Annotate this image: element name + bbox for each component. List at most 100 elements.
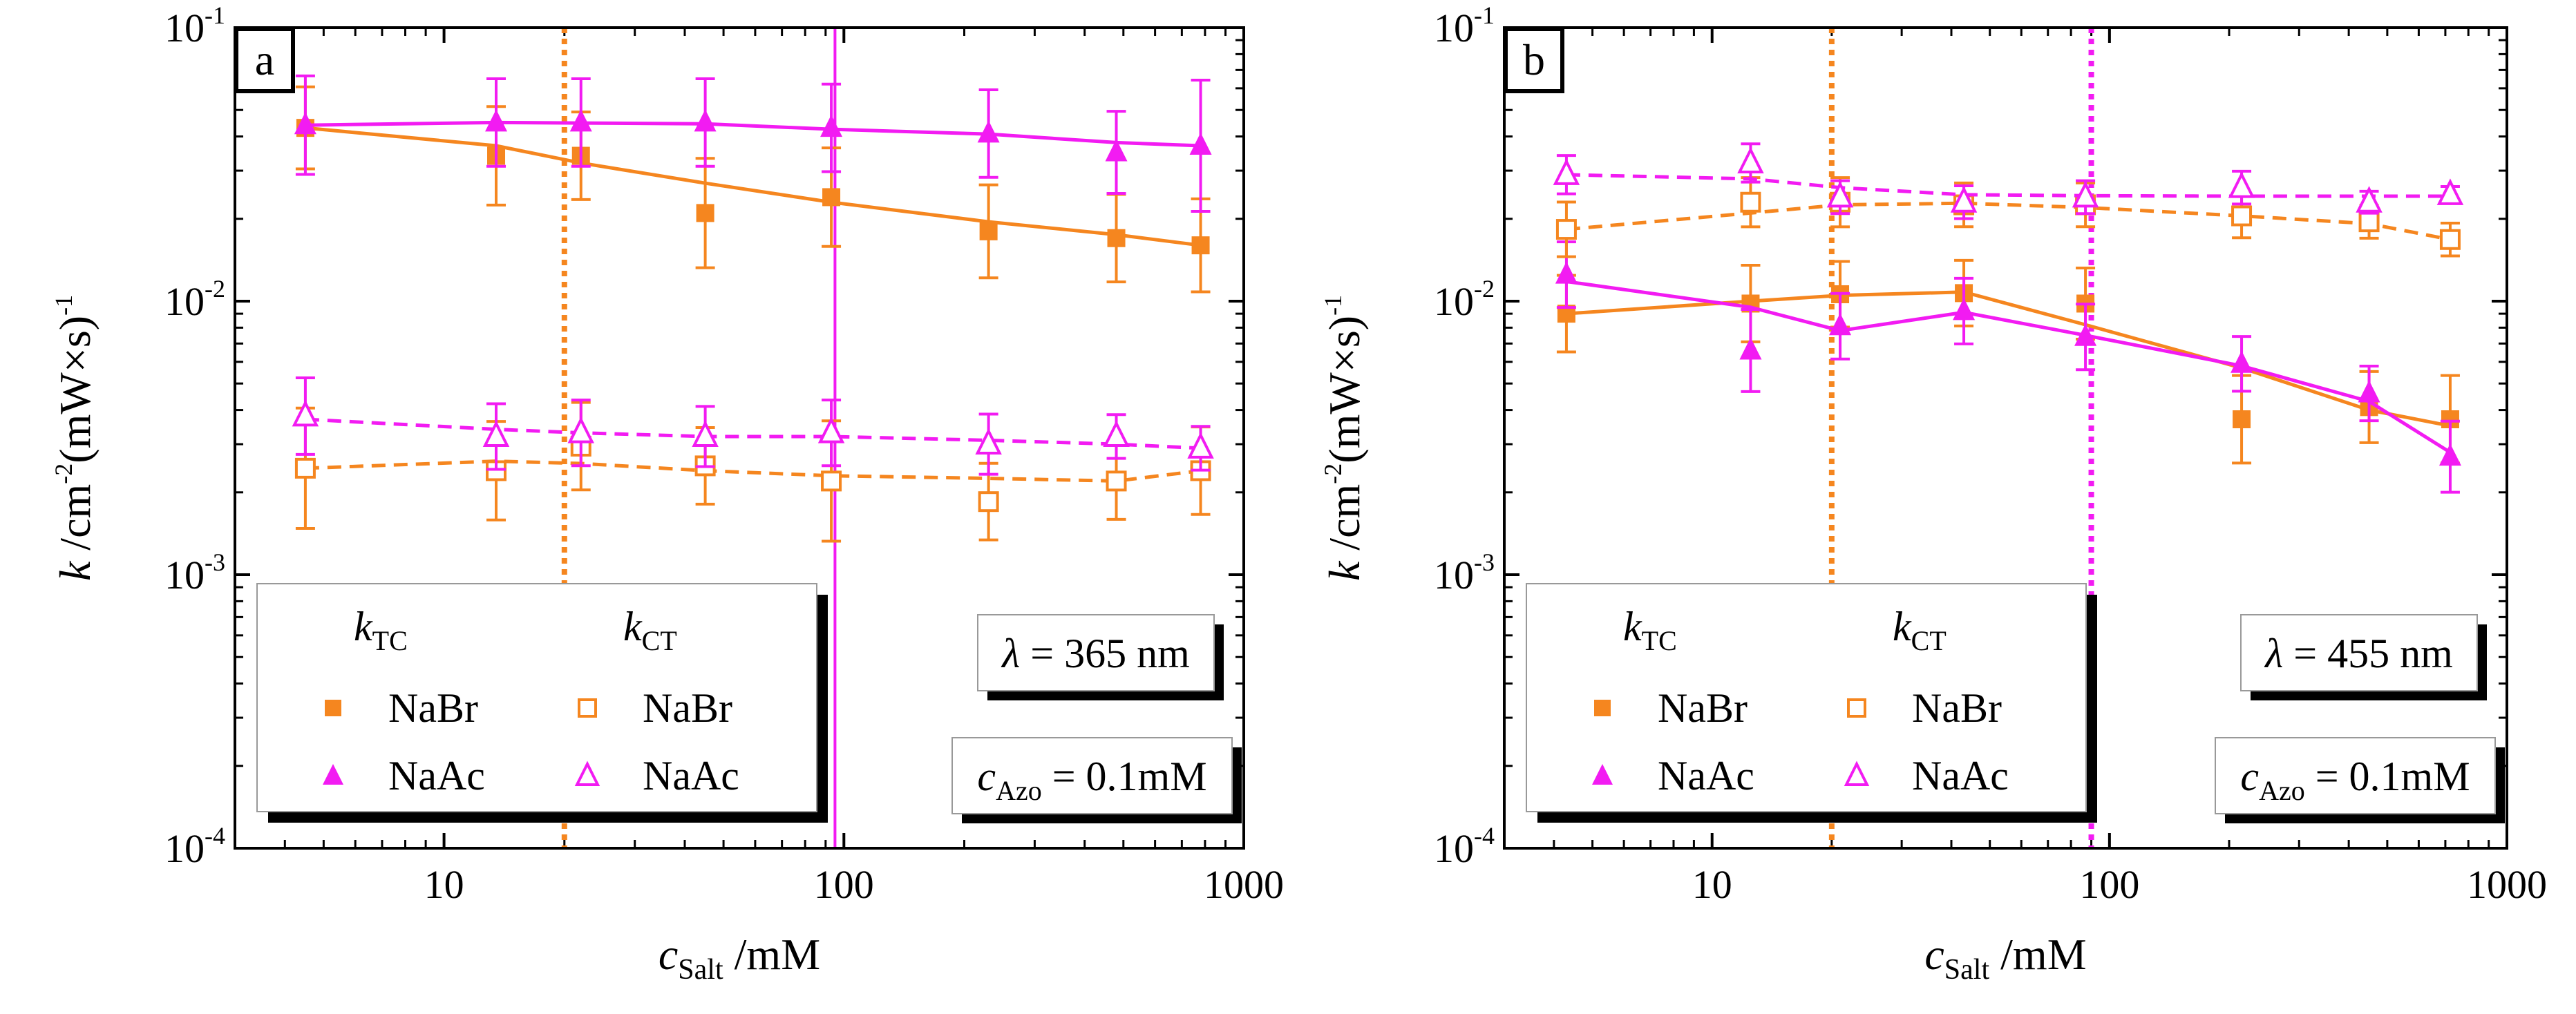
legend: kTC kCT NaBr NaAc NaBr NaAc xyxy=(256,583,828,823)
legend-box xyxy=(1526,583,2087,812)
series-kct-nabr xyxy=(294,401,1211,543)
plot-frame xyxy=(1503,26,2508,850)
legend-square-open-marker xyxy=(1847,698,1866,718)
triangle-filled-marker xyxy=(2231,350,2253,373)
triangle-open-marker xyxy=(975,428,1002,455)
legend-title-kct: kCT xyxy=(1893,604,1947,656)
triangle-open-marker xyxy=(2436,178,2464,205)
legend-square-filled-marker xyxy=(325,700,341,716)
y-axis-label: k /cm-2(mW×s)-1 xyxy=(1319,295,1369,581)
fit-line xyxy=(305,120,1201,148)
fit-line xyxy=(305,459,1201,483)
triangle-open-marker xyxy=(817,417,845,443)
fit-line xyxy=(305,126,1201,247)
triangle-filled-marker xyxy=(1189,132,1212,155)
legend-triangle-filled-marker xyxy=(323,764,343,785)
panel-b: 10 100 1000 10-1 10-2 10-3 10-4 cSalt /mM k /cm-… xyxy=(1319,1,2547,986)
fit-line xyxy=(1566,290,2451,428)
legend-entry-label: NaAc xyxy=(1658,753,1754,798)
y-tick-label: 10-3 xyxy=(164,548,225,597)
triangle-filled-marker xyxy=(977,120,1000,143)
annotation-text: cAzo = 0.1mM xyxy=(977,754,1206,806)
square-filled-marker xyxy=(2233,410,2251,428)
square-open-marker xyxy=(821,470,842,492)
series-ktc-nabr xyxy=(295,85,1211,294)
square-open-marker xyxy=(1555,219,1577,240)
legend-entry-label: NaAc xyxy=(643,753,739,798)
triangle-filled-marker xyxy=(1739,337,1762,360)
fit-line xyxy=(1566,201,2451,242)
square-filled-marker xyxy=(696,204,714,222)
legend-entry-label: NaAc xyxy=(1912,753,2009,798)
x-axis-label: cSalt /mM xyxy=(659,930,820,986)
legend-entry-label: NaBr xyxy=(1658,685,1748,731)
legend: kTC kCT NaBr NaAc NaBr NaAc xyxy=(1526,583,2097,823)
panel-label: b xyxy=(1523,35,1545,84)
y-tick-label: 10-4 xyxy=(1434,822,1495,871)
wavelength-annotation: λ = 455 nm xyxy=(2240,614,2487,700)
x-tick-label: 1000 xyxy=(1204,862,1284,907)
panel-label: a xyxy=(255,35,274,84)
x-tick-label: 10 xyxy=(1692,862,1732,907)
x-axis-label: cSalt /mM xyxy=(1924,930,2086,986)
triangle-open-marker xyxy=(1950,186,1978,213)
triangle-filled-marker xyxy=(820,115,843,137)
square-open-marker xyxy=(1740,191,1761,213)
legend-square-filled-marker xyxy=(1594,700,1611,716)
y-tick-label: 10-1 xyxy=(1434,1,1495,50)
triangle-open-marker xyxy=(1553,158,1580,185)
wavelength-annotation: λ = 365 nm xyxy=(977,614,1224,700)
fit-line xyxy=(1566,173,2450,198)
series-ktc-naac xyxy=(294,74,1212,213)
y-tick-label: 10-2 xyxy=(164,275,225,324)
annotation-text: λ = 455 nm xyxy=(2264,631,2453,676)
triangle-filled-marker xyxy=(2438,443,2461,466)
triangle-open-marker xyxy=(1103,420,1130,447)
legend-title-ktc: kTC xyxy=(354,604,408,656)
series-ktc-nabr xyxy=(1556,258,2460,465)
triangle-open-marker xyxy=(2072,180,2099,208)
plot-frame xyxy=(234,26,1245,850)
square-filled-marker xyxy=(979,222,998,240)
square-open-marker xyxy=(1106,470,1127,492)
x-tick-label: 1000 xyxy=(2467,862,2547,907)
triangle-filled-marker xyxy=(1829,313,1852,336)
triangle-filled-marker xyxy=(1555,261,1578,284)
annotation-text: cAzo = 0.1mM xyxy=(2240,754,2470,806)
triangle-open-marker xyxy=(1737,146,1764,173)
legend-triangle-open-marker xyxy=(574,760,600,786)
square-open-marker xyxy=(2439,229,2461,250)
triangle-open-marker xyxy=(567,417,594,443)
legend-triangle-open-marker xyxy=(1844,760,1870,786)
series-kct-naac xyxy=(292,376,1214,476)
x-tick-label: 100 xyxy=(814,862,874,907)
triangle-open-marker xyxy=(1187,432,1214,459)
fit-line xyxy=(305,417,1201,450)
fit-line xyxy=(1566,280,2452,455)
square-open-marker xyxy=(294,457,316,479)
legend-entry-label: NaBr xyxy=(643,685,732,731)
triangle-open-marker xyxy=(482,420,510,447)
series-kct-naac xyxy=(1553,142,2464,220)
series-kct-nabr xyxy=(1555,176,2461,258)
panel-label-box: a xyxy=(234,27,295,93)
series-ktc-naac xyxy=(1555,240,2461,494)
square-open-marker xyxy=(2231,205,2253,227)
triangle-open-marker xyxy=(292,399,319,427)
y-tick-label: 10-1 xyxy=(164,1,225,50)
square-filled-marker xyxy=(1191,236,1210,255)
legend-box xyxy=(256,583,817,812)
triangle-open-marker xyxy=(2356,186,2383,213)
triangle-filled-marker xyxy=(485,109,508,132)
concentration-annotation: cAzo = 0.1mM xyxy=(2215,737,2505,823)
legend-title-kct: kCT xyxy=(623,604,677,656)
triangle-filled-marker xyxy=(294,112,316,135)
y-tick-label: 10-4 xyxy=(164,822,225,871)
square-open-marker xyxy=(978,491,999,513)
y-tick-label: 10-2 xyxy=(1434,275,1495,324)
concentration-annotation: cAzo = 0.1mM xyxy=(951,737,1242,823)
triangle-filled-marker xyxy=(2074,323,2097,346)
legend-title-ktc: kTC xyxy=(1623,604,1677,656)
triangle-open-marker xyxy=(692,420,719,447)
